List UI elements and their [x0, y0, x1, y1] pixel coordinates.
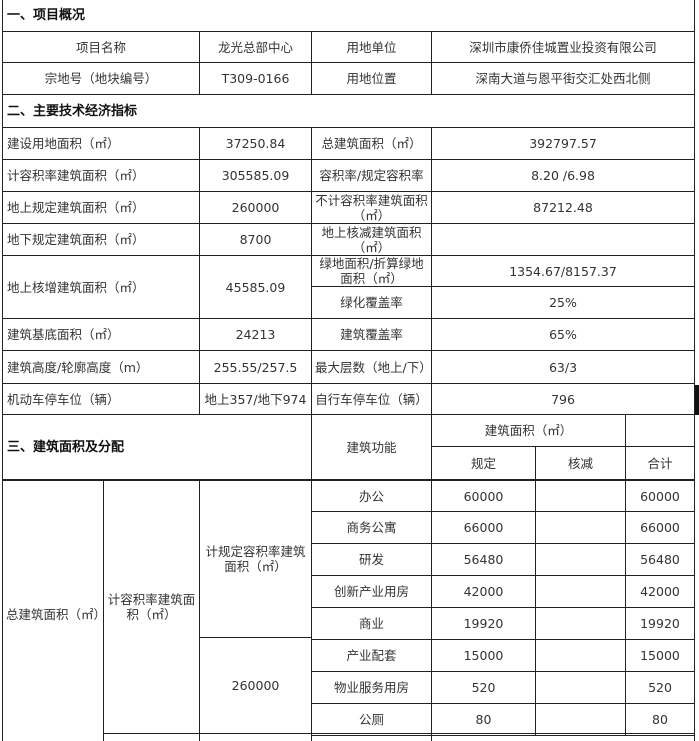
indicator-value: 8.20 /6.98 [431, 159, 695, 192]
regulated-cell: 80 [431, 703, 536, 736]
header-area: 建筑面积（㎡） [431, 414, 626, 447]
regulated-cell: 66000 [431, 511, 536, 544]
reg-far-value: 260000 [199, 637, 312, 734]
total-cell: 520 [625, 671, 695, 704]
indicator-label: 地下规定建筑面积（㎡） [2, 223, 200, 256]
indicator-label: 总建筑面积（㎡） [311, 127, 432, 160]
table-cell [431, 733, 695, 741]
label-land-location: 用地位置 [311, 62, 432, 95]
function-cell: 商务公寓 [311, 511, 432, 544]
indicator-label: 地上规定建筑面积（㎡） [2, 191, 200, 224]
value-land-location: 深南大道与恩平街交汇处西北侧 [431, 62, 695, 95]
scroll-edge [695, 385, 699, 415]
regulated-cell: 19920 [431, 607, 536, 640]
total-cell: 80 [625, 703, 695, 736]
header-total: 合计 [625, 446, 695, 480]
table-cell [199, 733, 312, 741]
function-cell: 产业配套 [311, 639, 432, 672]
indicator-value: 260000 [199, 191, 312, 224]
reduced-cell [535, 511, 626, 544]
function-cell: 办公 [311, 479, 432, 512]
function-cell: 物业服务用房 [311, 671, 432, 704]
indicator-value: 65% [431, 318, 695, 351]
indicator-label: 建筑基底面积（㎡） [2, 318, 200, 351]
indicator-value: 25% [431, 286, 695, 319]
indicator-label: 建筑覆盖率 [311, 318, 432, 351]
indicator-label: 绿地面积/折算绿地面积（㎡） [311, 255, 432, 287]
regulated-cell: 56480 [431, 543, 536, 576]
total-cell: 19920 [625, 607, 695, 640]
label-project-name: 项目名称 [2, 31, 200, 63]
indicator-label: 计容积率建筑面积（㎡） [2, 159, 200, 192]
function-cell: 研发 [311, 543, 432, 576]
indicator-value: 305585.09 [199, 159, 312, 192]
indicator-label: 建设用地面积（㎡） [2, 127, 200, 160]
reduced-cell [535, 703, 626, 736]
indicator-value: 255.55/257.5 [199, 350, 312, 384]
indicator-value: 24213 [199, 318, 312, 351]
indicator-value [431, 223, 695, 256]
header-function: 建筑功能 [311, 414, 432, 480]
label-land-unit: 用地单位 [311, 31, 432, 63]
reg-far-label: 计规定容积率建筑面积（㎡） [199, 479, 312, 638]
regulated-cell: 15000 [431, 639, 536, 672]
value-parcel-no: T309-0166 [199, 62, 312, 95]
header-reduced: 核减 [535, 446, 626, 480]
total-cell: 15000 [625, 639, 695, 672]
function-cell: 公厕 [311, 703, 432, 736]
indicator-label: 容积率/规定容积率 [311, 159, 432, 192]
total-cell: 66000 [625, 511, 695, 544]
indicator-value: 地上357/地下974 [199, 383, 312, 415]
header-empty [625, 414, 695, 447]
indicator-label: 地上核增建筑面积（㎡） [2, 255, 200, 319]
indicator-label: 不计容积率建筑面积（㎡） [311, 191, 432, 224]
regulated-cell: 42000 [431, 575, 536, 608]
section-2-title: 二、主要技术经济指标 [2, 94, 695, 128]
total-cell: 42000 [625, 575, 695, 608]
indicator-value: 45585.09 [199, 255, 312, 319]
value-land-unit: 深圳市康侨佳城置业投资有限公司 [431, 31, 695, 63]
label-parcel-no: 宗地号（地块编号） [2, 62, 200, 95]
indicator-label: 最大层数（地上/下） [311, 350, 432, 384]
indicator-label: 绿化覆盖率 [311, 286, 432, 319]
indicator-value: 63/3 [431, 350, 695, 384]
total-cell: 60000 [625, 479, 695, 512]
indicator-label: 地上核减建筑面积（㎡） [311, 223, 432, 256]
regulated-cell: 60000 [431, 479, 536, 512]
reduced-cell [535, 543, 626, 576]
reduced-cell [535, 671, 626, 704]
section-1-title: 一、项目概况 [2, 0, 695, 32]
indicator-label: 机动车停车位（辆） [2, 383, 200, 415]
indicator-value: 1354.67/8157.37 [431, 255, 695, 287]
indicator-value: 796 [431, 383, 695, 415]
total-cell: 56480 [625, 543, 695, 576]
indicator-value: 392797.57 [431, 127, 695, 160]
reduced-cell [535, 575, 626, 608]
reduced-cell [535, 479, 626, 512]
function-cell: 商业 [311, 607, 432, 640]
reduced-cell [535, 607, 626, 640]
header-regulated: 规定 [431, 446, 536, 480]
function-cell: 创新产业用房 [311, 575, 432, 608]
indicator-value: 8700 [199, 223, 312, 256]
indicator-value: 37250.84 [199, 127, 312, 160]
section-3-title: 三、建筑面积及分配 [2, 414, 312, 480]
indicator-value: 87212.48 [431, 191, 695, 224]
total-area-label: 总建筑面积（㎡） [2, 479, 104, 741]
far-area-label: 计容积率建筑面积（㎡） [103, 479, 200, 734]
reduced-cell [535, 639, 626, 672]
regulated-cell: 520 [431, 671, 536, 704]
value-project-name: 龙光总部中心 [199, 31, 312, 63]
indicator-label: 自行车停车位（辆） [311, 383, 432, 415]
indicator-label: 建筑高度/轮廓高度（m） [2, 350, 200, 384]
table-cell [311, 733, 432, 741]
